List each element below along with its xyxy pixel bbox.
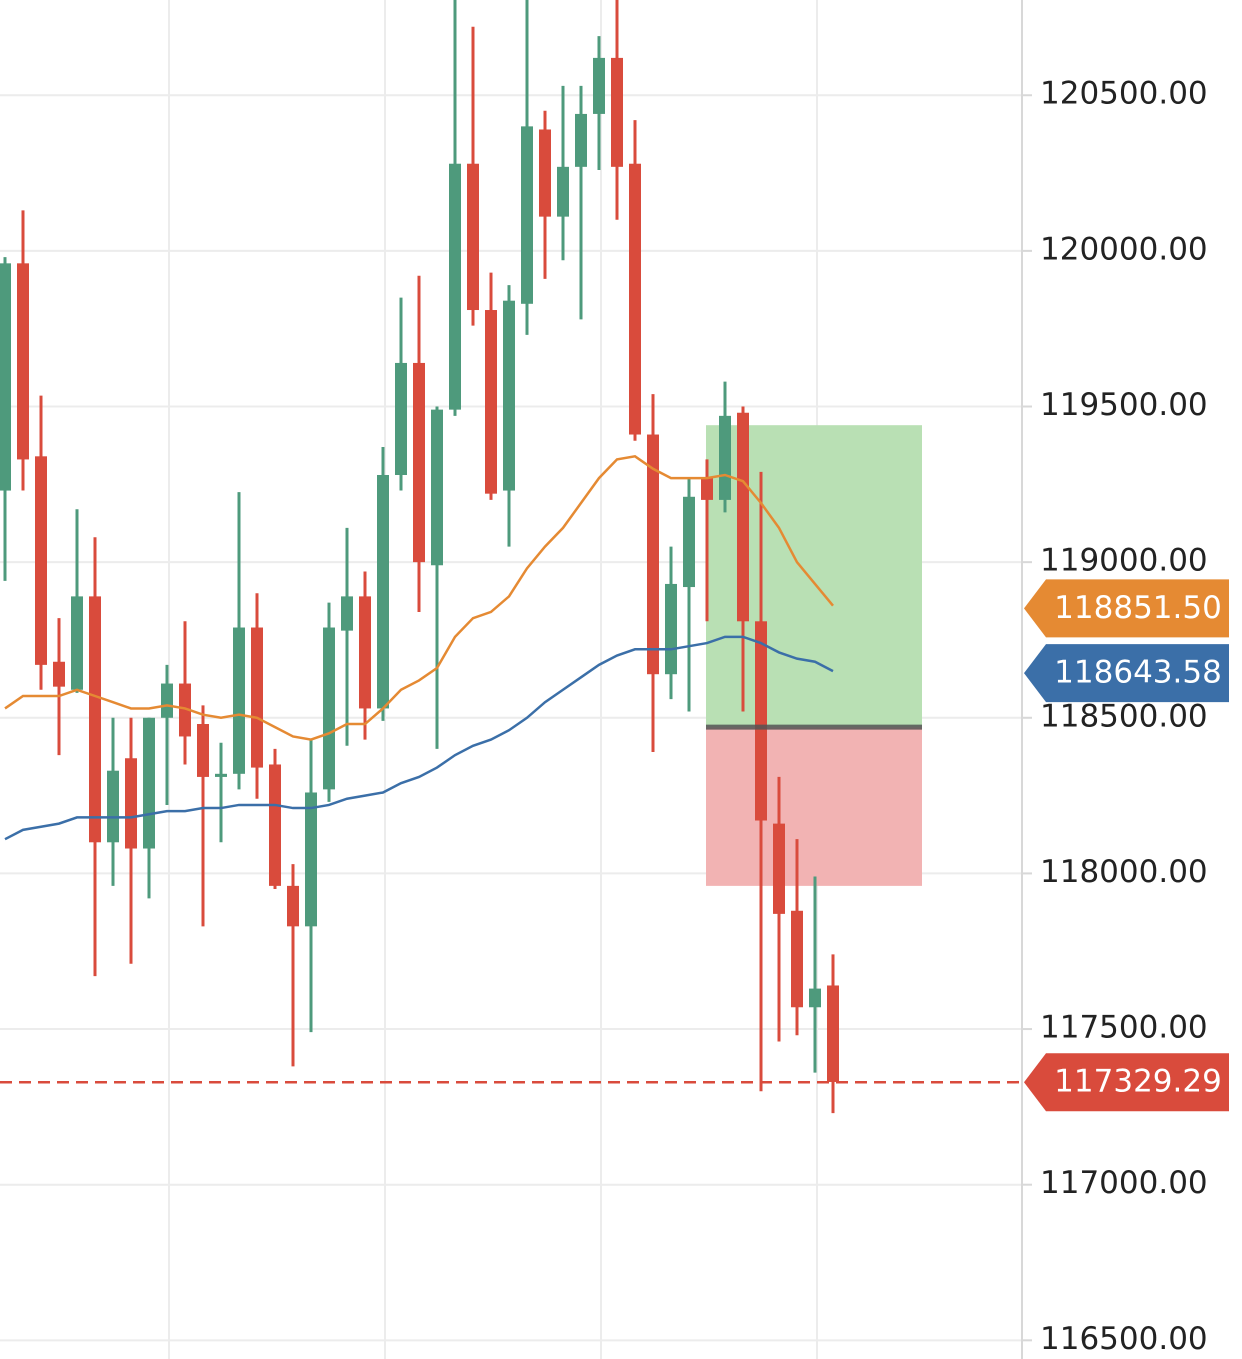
y-tick-label: 119000.00 xyxy=(1040,543,1208,579)
y-tick-label: 120000.00 xyxy=(1040,231,1208,267)
candle-body xyxy=(251,627,263,768)
candle-body xyxy=(485,310,497,494)
y-tick-label: 117500.00 xyxy=(1040,1010,1208,1046)
candle-body xyxy=(395,362,407,475)
candle-body xyxy=(539,129,551,217)
candle-body xyxy=(701,478,713,500)
candle-body xyxy=(215,773,227,777)
candle-body xyxy=(683,496,695,588)
candle-body xyxy=(17,263,29,460)
candle-body xyxy=(377,474,389,709)
candle-body xyxy=(323,627,335,790)
candle-body xyxy=(341,596,353,631)
price-tag xyxy=(1024,1053,1229,1112)
moving-average-line xyxy=(4,455,834,741)
candle-body xyxy=(233,627,245,774)
candle-body xyxy=(359,596,371,709)
candle-body xyxy=(719,415,731,500)
candle-body xyxy=(773,823,785,914)
y-tick-label: 117000.00 xyxy=(1040,1165,1208,1201)
candle-body xyxy=(827,985,839,1082)
candle-body xyxy=(611,57,623,167)
price-tag-label: 117329.29 xyxy=(1054,1064,1222,1100)
price-tag-label: 118851.50 xyxy=(1054,590,1222,626)
candle-body xyxy=(0,263,11,491)
y-tick-label: 119500.00 xyxy=(1040,387,1208,423)
y-tick-label: 120500.00 xyxy=(1040,76,1208,112)
candle-body xyxy=(521,126,533,304)
candle-body xyxy=(305,792,317,927)
candle-body xyxy=(647,434,659,675)
candle-body xyxy=(107,770,119,843)
candle-body xyxy=(467,163,479,311)
candle-body xyxy=(503,300,515,491)
y-axis: 116500.00 117000.00 117500.00 118000.00 1185… xyxy=(1022,76,1229,1357)
candle-body xyxy=(161,683,173,718)
grid xyxy=(0,0,1022,1359)
candle-body xyxy=(89,596,101,843)
price-tag-label: 118643.58 xyxy=(1054,655,1222,691)
y-tick-label: 116500.00 xyxy=(1040,1321,1208,1357)
moving-average-line xyxy=(4,635,834,841)
candle-body xyxy=(431,409,443,566)
price-tag xyxy=(1024,644,1229,703)
candle-body xyxy=(665,583,677,675)
candle-body xyxy=(629,163,641,435)
candle-body xyxy=(809,988,821,1008)
candle-body xyxy=(737,412,749,622)
candle-body xyxy=(449,163,461,410)
candle-body xyxy=(197,724,209,777)
candle-body xyxy=(287,885,299,927)
candle-body xyxy=(179,683,191,737)
candle-body xyxy=(755,621,767,821)
price-tag xyxy=(1024,579,1229,638)
candle-body xyxy=(53,661,65,687)
y-tick-label: 118500.00 xyxy=(1040,698,1208,734)
candle-body xyxy=(125,758,137,849)
y-tick-label: 118000.00 xyxy=(1040,854,1208,890)
candle-body xyxy=(575,113,587,167)
candle-body xyxy=(791,910,803,1008)
candle-body xyxy=(413,362,425,563)
plot-area xyxy=(0,0,1022,1114)
candle-body xyxy=(269,764,281,886)
candle-body xyxy=(71,596,83,690)
candle-body xyxy=(143,717,155,849)
candle-body xyxy=(593,57,605,114)
candle-body xyxy=(35,456,47,665)
loss-zone xyxy=(706,727,922,886)
candle-body xyxy=(557,166,569,217)
